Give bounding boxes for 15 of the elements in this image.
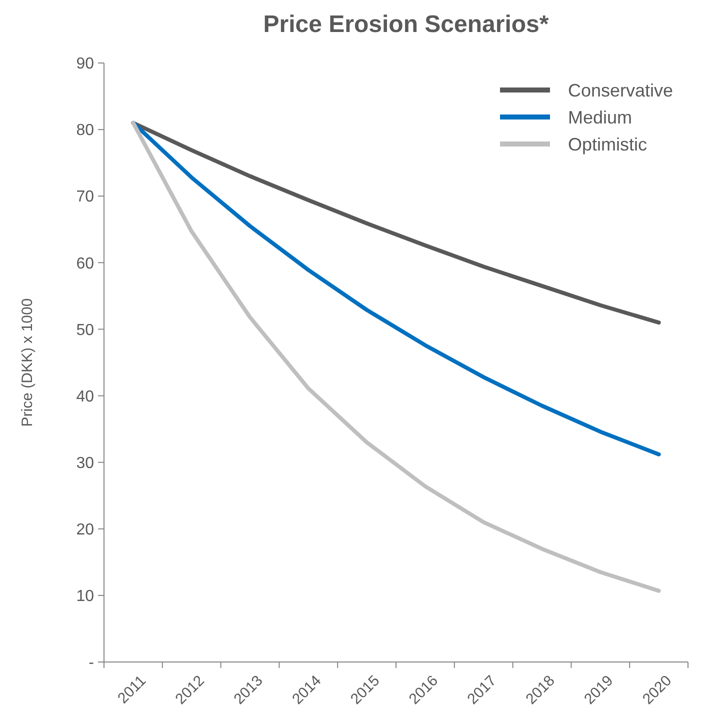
y-tick-label: 50 bbox=[76, 322, 94, 339]
legend-label: Optimistic bbox=[568, 134, 648, 154]
y-tick-label: - bbox=[88, 654, 94, 672]
y-tick-label: 70 bbox=[76, 188, 94, 206]
y-tick-label: 10 bbox=[76, 588, 94, 606]
legend-label: Medium bbox=[568, 107, 632, 128]
y-tick-label: 40 bbox=[76, 388, 94, 406]
y-axis-title: Price (DKK) x 1000 bbox=[19, 298, 36, 427]
y-tick-label: 90 bbox=[76, 56, 94, 73]
y-tick-label: 60 bbox=[76, 255, 94, 272]
chart-title: Price Erosion Scenarios* bbox=[263, 11, 550, 38]
y-tick-label: 20 bbox=[76, 521, 94, 538]
y-tick-label: 30 bbox=[76, 454, 94, 472]
y-tick-label: 80 bbox=[76, 122, 94, 140]
legend-label: Conservative bbox=[568, 80, 674, 100]
